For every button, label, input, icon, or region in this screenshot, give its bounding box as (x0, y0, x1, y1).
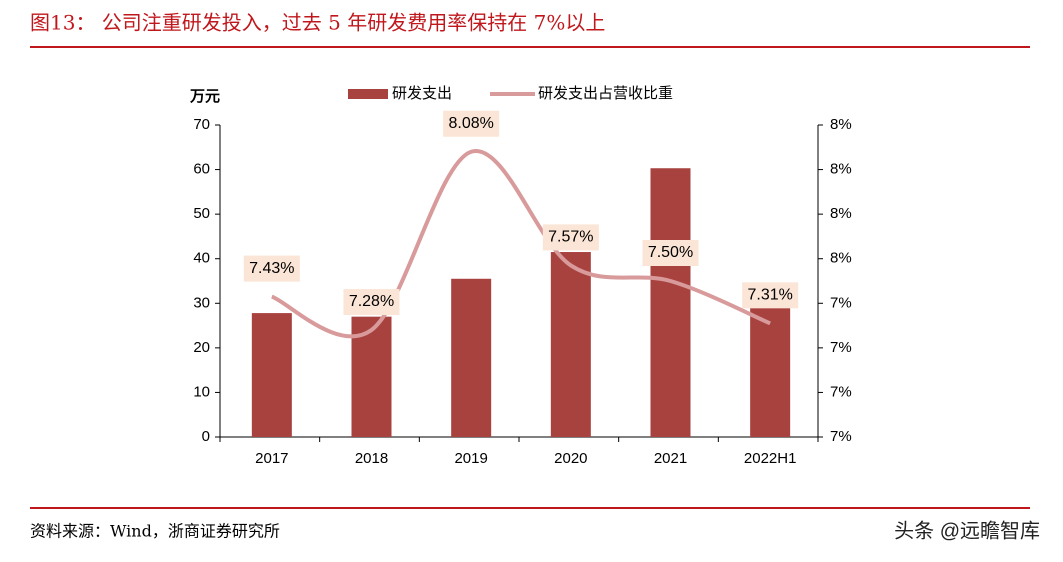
x-tick-label: 2021 (654, 450, 687, 467)
y2-tick-label: 8% (830, 205, 852, 222)
bar (650, 168, 691, 437)
watermark: 头条 @远瞻智库 (894, 519, 1040, 542)
y2-tick-label: 7% (830, 294, 852, 311)
data-label-box (443, 110, 500, 137)
legend-label: 研发支出 (392, 84, 452, 102)
x-tick-label: 2019 (454, 450, 487, 467)
x-tick-label: 2017 (255, 450, 288, 467)
x-tick-label: 2022H1 (744, 450, 797, 467)
y2-tick-label: 8% (830, 250, 852, 267)
data-label-box (642, 240, 699, 266)
data-label-box (742, 282, 799, 309)
data-label-box (243, 255, 300, 282)
line (271, 149, 771, 339)
source: 资料来源：Wind，浙商证券研究所 (30, 522, 280, 541)
y-tick-label: 40 (193, 250, 210, 267)
data-label-box (542, 224, 599, 251)
y2-tick-label: 7% (830, 428, 852, 445)
x-tick-label: 2020 (554, 450, 587, 467)
data-label-box (343, 289, 400, 316)
y-axis-unit: 万元 (189, 88, 220, 105)
data-label: 8.08% (448, 115, 493, 132)
y-tick-label: 30 (193, 294, 210, 311)
y-tick-label: 70 (193, 116, 210, 133)
y2-tick-label: 7% (830, 339, 852, 356)
y-tick-label: 50 (193, 205, 210, 222)
data-label: 7.43% (249, 260, 294, 277)
x-tick-label: 2018 (355, 450, 388, 467)
legend-label: 研发支出占营收比重 (538, 84, 673, 102)
y-tick-label: 0 (202, 428, 210, 445)
bar (451, 278, 492, 437)
bar (750, 305, 791, 437)
y2-tick-label: 7% (830, 383, 852, 400)
y-tick-label: 20 (193, 339, 210, 356)
legend-swatch (348, 89, 388, 99)
figure-title: 图13： 公司注重研发投入，过去 5 年研发费用率保持在 7%以上 (30, 11, 605, 35)
data-label: 7.28% (349, 293, 394, 310)
data-label: 7.50% (648, 244, 693, 261)
y2-tick-label: 8% (830, 116, 852, 133)
data-label: 7.31% (747, 287, 792, 304)
data-label: 7.57% (548, 229, 593, 246)
bar (251, 313, 292, 437)
y-tick-label: 10 (193, 383, 210, 400)
y2-tick-label: 8% (830, 161, 852, 178)
bar (550, 252, 591, 437)
y-tick-label: 60 (193, 161, 210, 178)
